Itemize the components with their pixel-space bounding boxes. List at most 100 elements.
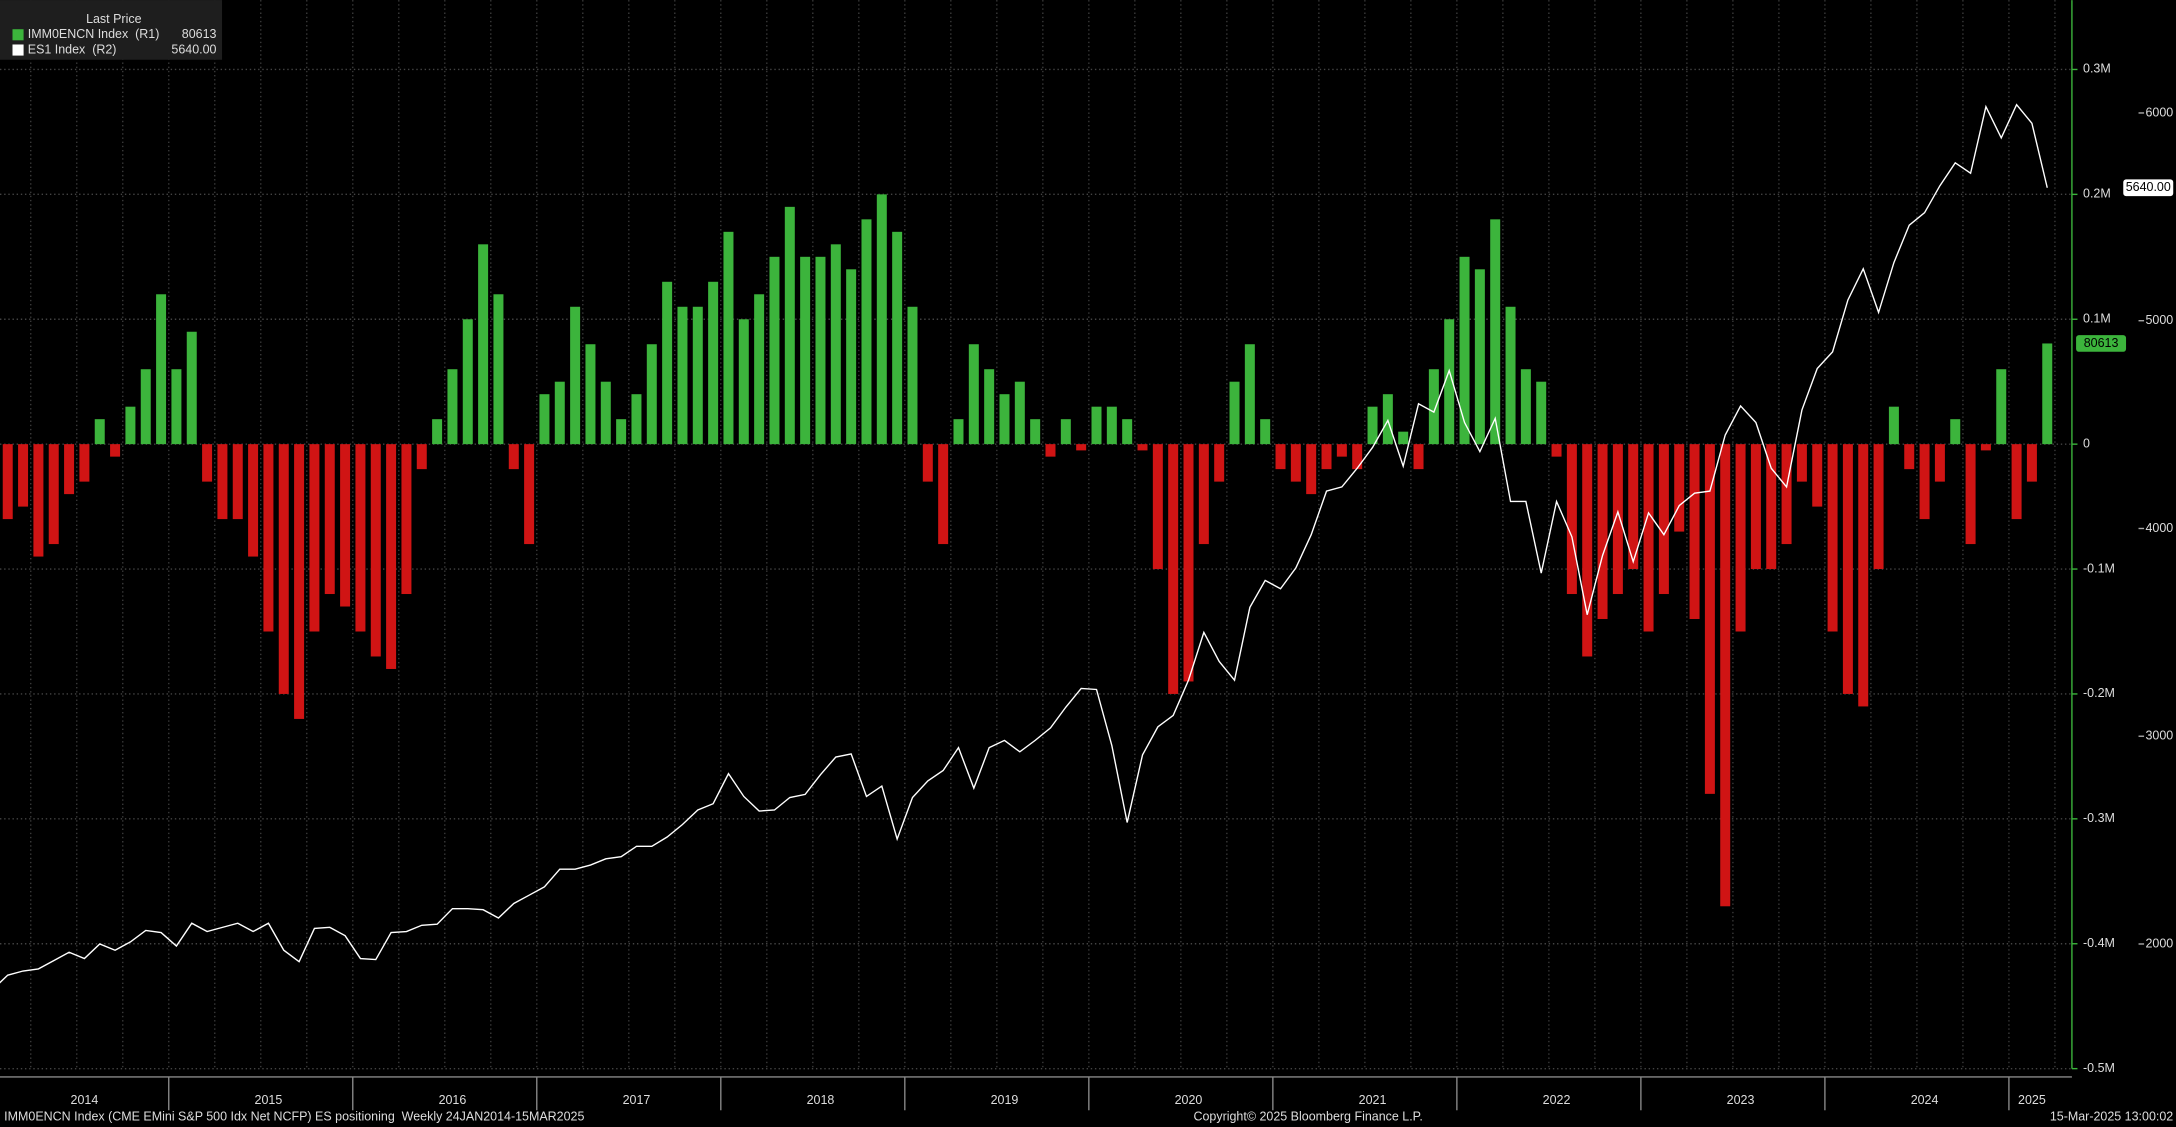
bar (1091, 406, 1102, 445)
y-tick-label: -0.5M (2083, 1061, 2115, 1075)
bar (171, 369, 182, 445)
bar (800, 256, 811, 445)
bar (64, 444, 75, 495)
bar (1842, 444, 1853, 694)
bar (18, 444, 29, 507)
x-tick-label: 2023 (1727, 1093, 1755, 1107)
footer-copyright: Copyright© 2025 Bloomberg Finance L.P. (1193, 1110, 1422, 1124)
bar (1183, 444, 1194, 682)
x-tick-label: 2021 (1359, 1093, 1387, 1107)
bar (462, 319, 473, 445)
bar (999, 394, 1010, 445)
legend-last-value: 5640.00 (171, 42, 216, 56)
bar (1428, 369, 1439, 445)
bar (1106, 406, 1117, 445)
bar (1122, 419, 1133, 445)
bar (156, 294, 167, 445)
bar (2011, 444, 2022, 520)
bar (784, 206, 795, 445)
bar (1888, 406, 1899, 445)
bar (861, 219, 872, 445)
x-tick-label: 2015 (255, 1093, 283, 1107)
bar (1398, 431, 1409, 445)
bar (1137, 444, 1148, 451)
bar (1030, 419, 1041, 445)
y-tick-label: -0.4M (2083, 936, 2115, 950)
legend-box (0, 0, 223, 60)
legend-swatch (12, 44, 24, 56)
bar (1045, 444, 1056, 457)
x-tick-label: 2020 (1175, 1093, 1203, 1107)
bar (1214, 444, 1225, 482)
bar (355, 444, 366, 632)
y-tick-label: -0.1M (2083, 561, 2115, 575)
bar (1674, 444, 1685, 532)
bar (815, 256, 826, 445)
bar (1306, 444, 1317, 495)
last-value-tag (2076, 335, 2127, 352)
bar (570, 306, 581, 445)
bar (1904, 444, 1915, 470)
bar (953, 419, 964, 445)
bar (692, 306, 703, 445)
bar (125, 406, 136, 445)
bar (662, 281, 673, 445)
bar (508, 444, 519, 470)
bar (524, 444, 535, 545)
bar (677, 306, 688, 445)
y2-tick-label: 4000 (2145, 521, 2173, 535)
bar (1750, 444, 1761, 570)
y-tick-label: 0.2M (2083, 187, 2111, 201)
legend-label: IMM0ENCN Index (R1) (28, 27, 160, 41)
bar (110, 444, 121, 457)
bar (1781, 444, 1792, 545)
bar (738, 319, 749, 445)
bar (340, 444, 351, 607)
bar (723, 231, 734, 445)
bar (1244, 344, 1255, 445)
bar (1919, 444, 1930, 520)
bar (554, 381, 565, 445)
bar (1260, 419, 1271, 445)
x-tick-label: 2022 (1543, 1093, 1571, 1107)
bar (248, 444, 259, 557)
bar (1643, 444, 1654, 632)
bar (1321, 444, 1332, 470)
bar (186, 331, 197, 445)
bar (1566, 444, 1577, 595)
bar (708, 281, 719, 445)
bar (309, 444, 320, 632)
bar (1076, 444, 1087, 451)
bar (1766, 444, 1777, 570)
last-value-tag-label: 80613 (2084, 336, 2119, 350)
footer-timestamp: 15-Mar-2025 13:00:02 (2050, 1110, 2173, 1124)
bar (600, 381, 611, 445)
bar (1229, 381, 1240, 445)
bar (263, 444, 274, 632)
bar (370, 444, 381, 657)
bar (1014, 381, 1025, 445)
bar (48, 444, 59, 545)
bar (830, 244, 841, 445)
bar (1827, 444, 1838, 632)
bar (1873, 444, 1884, 570)
bar (202, 444, 213, 482)
y-tick-label: 0.3M (2083, 62, 2111, 76)
x-tick-label: 2018 (807, 1093, 835, 1107)
y2-tick-label: 2000 (2145, 936, 2173, 950)
bar (585, 344, 596, 445)
bar (1459, 256, 1470, 445)
bar (631, 394, 642, 445)
bar (1352, 444, 1363, 470)
bar (1796, 444, 1807, 482)
legend-last-value: 80613 (182, 27, 217, 41)
bar (217, 444, 228, 520)
bar (1858, 444, 1869, 707)
legend-swatch (12, 29, 24, 41)
x-tick-label: 2017 (623, 1093, 651, 1107)
y-tick-label: 0.1M (2083, 312, 2111, 326)
bar (478, 244, 489, 445)
bar (1612, 444, 1623, 595)
bar (1582, 444, 1593, 657)
